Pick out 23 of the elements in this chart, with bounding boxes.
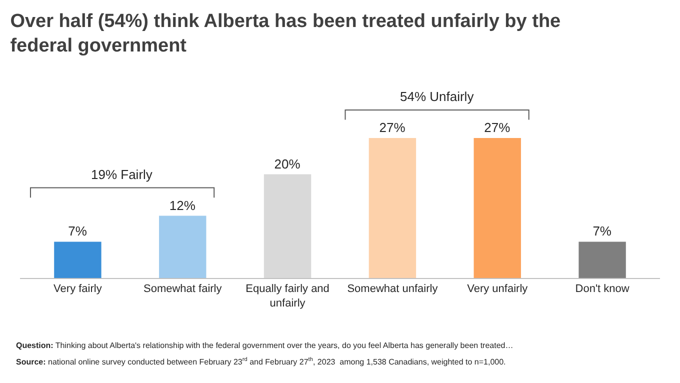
bar <box>474 138 521 278</box>
bar <box>159 216 206 278</box>
data-label: 20% <box>274 156 301 172</box>
data-label: 27% <box>379 120 406 135</box>
bar <box>368 138 416 278</box>
data-label: 27% <box>484 120 511 135</box>
source-note: Source: national online survey conducted between February 23$^{rd}$ and February 27$^{th}$, 2023 among 1,538 Canadians, weighted to n=1,000. <box>16 356 506 366</box>
x-tick-label: Somewhat fairly <box>143 283 222 296</box>
bar <box>54 242 102 278</box>
bar <box>264 174 312 278</box>
data-label: 12% <box>169 198 196 213</box>
x-tick-label: Somewhat unfairly <box>347 283 438 296</box>
bar <box>578 242 626 278</box>
x-tick-label: Very unfairly <box>467 283 528 296</box>
x-tick-label: Very fairly <box>54 283 102 296</box>
data-label: 7% <box>592 224 612 239</box>
x-tick-label: Equally fairly and unfairly <box>246 283 330 310</box>
text: Question: Thinking about Alberta's relationship with the federal government over the years, do you feel Alberta has generally been treated… <box>16 341 514 350</box>
x-tick-label: Don't know <box>575 283 630 296</box>
chart-title: Over half (54%) think Alberta has been treated unfairly by the federal government <box>10 10 561 57</box>
annotation: 19% Fairly <box>91 167 153 182</box>
text: 54% Unfairly <box>400 89 474 104</box>
data-label: 7% <box>68 224 88 239</box>
